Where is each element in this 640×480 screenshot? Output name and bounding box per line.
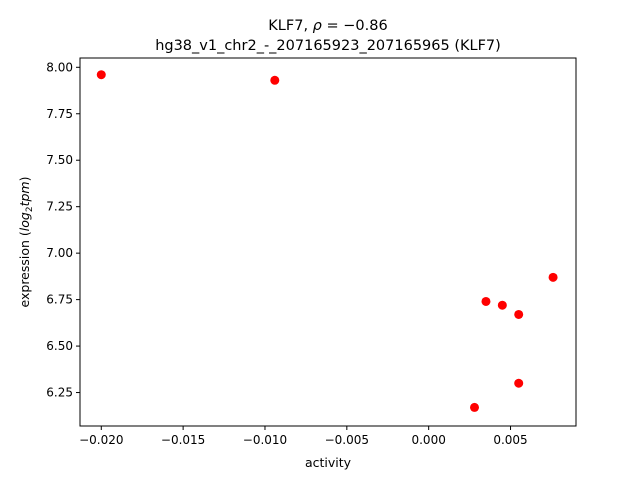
x-axis-label: activity bbox=[305, 455, 352, 470]
y-tick-label: 8.00 bbox=[46, 60, 73, 74]
data-points bbox=[96, 70, 558, 412]
data-point bbox=[470, 402, 480, 412]
plot-area bbox=[79, 57, 577, 427]
y-tick-label: 6.25 bbox=[46, 386, 73, 400]
y-tick-label: 7.50 bbox=[46, 153, 73, 167]
data-point bbox=[96, 70, 106, 80]
data-point bbox=[548, 272, 558, 282]
data-point bbox=[481, 296, 491, 306]
x-tick-label: −0.005 bbox=[325, 433, 369, 447]
x-tick-label: 0.000 bbox=[411, 433, 445, 447]
y-tick-label: 7.00 bbox=[46, 246, 73, 260]
x-tick-label: −0.010 bbox=[243, 433, 287, 447]
y-tick-label: 7.75 bbox=[46, 107, 73, 121]
x-tick-label: 0.005 bbox=[493, 433, 527, 447]
x-axis: −0.020 −0.015 −0.010 −0.005 0.000 0.005 bbox=[79, 426, 528, 447]
data-point bbox=[514, 378, 524, 388]
data-point bbox=[514, 309, 524, 319]
data-point bbox=[270, 75, 280, 85]
x-tick-label: −0.015 bbox=[161, 433, 205, 447]
y-tick-label: 7.25 bbox=[46, 200, 73, 214]
data-point bbox=[497, 300, 507, 310]
y-axis: 6.25 6.50 6.75 7.00 7.25 7.50 7.75 8.00 bbox=[46, 60, 80, 400]
y-tick-label: 6.75 bbox=[46, 293, 73, 307]
chart-title-line1: KLF7, ρ = −0.86 bbox=[268, 18, 387, 34]
chart-title-line2: hg38_v1_chr2_-_207165923_207165965 (KLF7… bbox=[155, 38, 501, 54]
x-tick-label: −0.020 bbox=[79, 433, 123, 447]
y-tick-label: 6.50 bbox=[46, 339, 73, 353]
y-axis-label: expression (log2tpm) bbox=[17, 177, 35, 308]
